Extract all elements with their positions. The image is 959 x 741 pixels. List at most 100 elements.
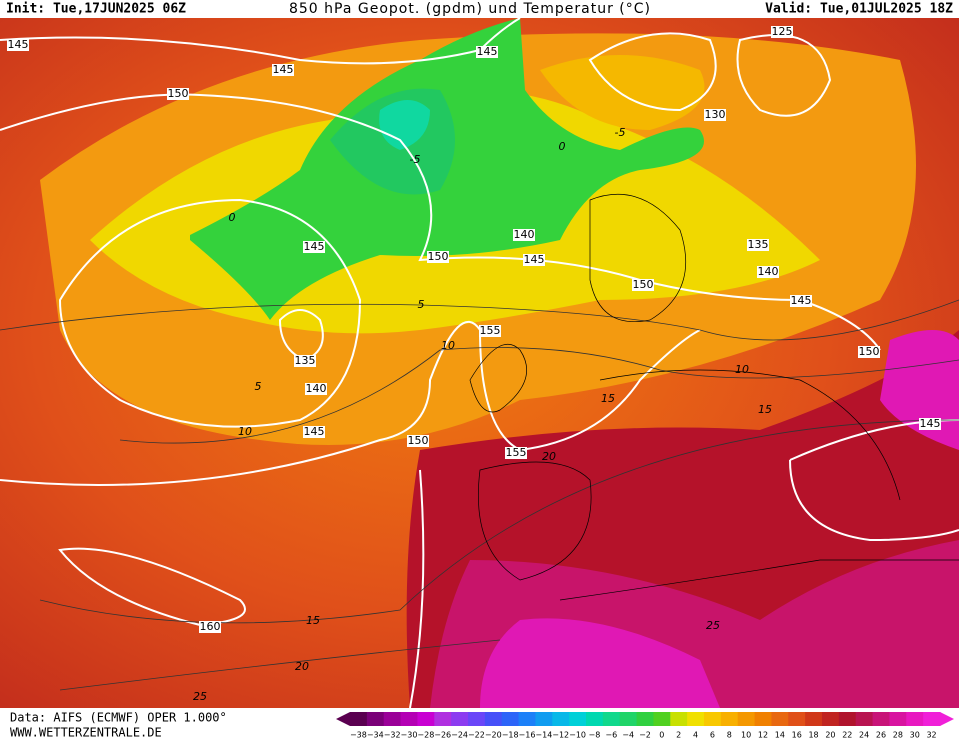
scale-swatch — [737, 712, 756, 726]
scale-label: −8 — [589, 731, 601, 740]
color-scale: −38 −34 −32 −30 −28 −26 −24 −22 −20 −18 −16 −14 −12−… — [336, 712, 954, 740]
temperature-label: 10 — [238, 425, 252, 438]
label-box — [771, 26, 793, 38]
temperature-label: 20 — [295, 660, 309, 673]
scale-swatch — [400, 712, 418, 726]
scale-swatch — [552, 712, 570, 726]
geopotential-label: 150 — [633, 278, 654, 291]
geopotential-label: 150 — [859, 345, 880, 358]
temperature-label: -5 — [615, 126, 626, 139]
geopotential-label: 145 — [477, 45, 498, 58]
scale-label: 10 — [741, 731, 751, 740]
label-box — [199, 621, 221, 633]
map-field — [0, 18, 959, 708]
scale-label: 26 — [876, 731, 886, 740]
label-box — [757, 266, 779, 278]
label-box — [505, 447, 527, 459]
scale-label: 28 — [893, 731, 903, 740]
scale-label: 32 — [926, 731, 936, 740]
scale-label: 0 — [659, 731, 664, 740]
scale-label: 8 — [727, 731, 732, 740]
scale-label: 16 — [792, 731, 802, 740]
label-box — [523, 254, 545, 266]
label-box — [790, 295, 812, 307]
scale-label: −32 — [384, 731, 401, 740]
geopotential-label: 145 — [791, 294, 812, 307]
scale-label: −30 — [401, 731, 418, 740]
scale-label: −22 — [468, 731, 485, 740]
geopotential-label: 155 — [480, 324, 501, 337]
temperature-label: 10 — [441, 339, 455, 352]
scale-swatch — [653, 712, 671, 726]
label-box — [427, 251, 449, 263]
scale-swatch — [687, 712, 705, 726]
scale-swatch — [670, 712, 688, 726]
geopotential-label: 155 — [506, 446, 527, 459]
label-box — [303, 426, 325, 438]
geopotential-label: 145 — [304, 240, 325, 253]
geopotential-label: 125 — [772, 25, 793, 38]
temperature-label: 5 — [418, 298, 425, 311]
scale-swatch — [720, 712, 739, 726]
scale-label: 2 — [676, 731, 681, 740]
scale-arrow — [940, 712, 954, 726]
scale-label: −38 — [350, 731, 367, 740]
scale-swatch — [838, 712, 857, 726]
geopotential-label: 135 — [295, 354, 316, 367]
label-box — [747, 239, 769, 251]
scale-swatch — [366, 712, 385, 726]
scale-swatch — [906, 712, 924, 726]
website: WWW.WETTERZENTRALE.DE — [10, 726, 162, 740]
scale-swatch — [350, 712, 368, 726]
scale-label: 18 — [808, 731, 818, 740]
label-box — [704, 109, 726, 121]
map-title: 850 hPa Geopot. (gpdm) und Temperatur (°… — [289, 1, 651, 17]
scale-label: −28 — [417, 731, 434, 740]
label-box — [167, 88, 189, 100]
geopotential-label: 140 — [306, 382, 327, 395]
geopotential-label: 145 — [304, 425, 325, 438]
temperature-label: 5 — [255, 380, 262, 393]
scale-label: −24 — [451, 731, 468, 740]
scale-label: −2 — [639, 731, 651, 740]
scale-label: 12 — [758, 731, 768, 740]
scale-swatch — [535, 712, 553, 726]
temperature-label: 10 — [735, 363, 749, 376]
scale-swatch — [636, 712, 654, 726]
geopotential-label: 145 — [920, 417, 941, 430]
label-box — [272, 64, 294, 76]
scale-swatch — [754, 712, 772, 726]
geopotential-label: 135 — [748, 238, 769, 251]
scale-swatch — [872, 712, 890, 726]
init-time: Init: Tue,17JUN2025 06Z — [6, 2, 186, 17]
scale-swatch — [602, 712, 621, 726]
scale-swatch — [569, 712, 587, 726]
temperature-label: 0 — [229, 211, 236, 224]
scale-swatch — [501, 712, 520, 726]
label-box — [294, 355, 316, 367]
temperature-label: -5 — [410, 153, 421, 166]
scale-label: −4 — [622, 731, 634, 740]
label-box — [919, 418, 941, 430]
scale-label: −16 — [519, 731, 536, 740]
geopotential-label: 140 — [514, 228, 535, 241]
geopotential-label: 140 — [758, 265, 779, 278]
data-source: Data: AIFS (ECMWF) OPER 1.000° — [10, 711, 227, 725]
scale-swatch — [484, 712, 503, 726]
scale-label: −12 — [552, 731, 569, 740]
scale-swatch — [451, 712, 469, 726]
temperature-label: 15 — [306, 614, 320, 627]
label-box — [479, 325, 501, 337]
label-box — [305, 383, 327, 395]
temperature-label: 25 — [193, 690, 207, 703]
geopotential-label: 150 — [168, 87, 189, 100]
label-box — [513, 229, 535, 241]
geopotential-label: 160 — [200, 620, 221, 633]
scale-swatch — [805, 712, 823, 726]
scale-swatch — [788, 712, 806, 726]
label-box — [7, 39, 29, 51]
scale-swatch — [923, 712, 941, 726]
scale-swatch — [822, 712, 840, 726]
geopotential-label: 150 — [408, 434, 429, 447]
